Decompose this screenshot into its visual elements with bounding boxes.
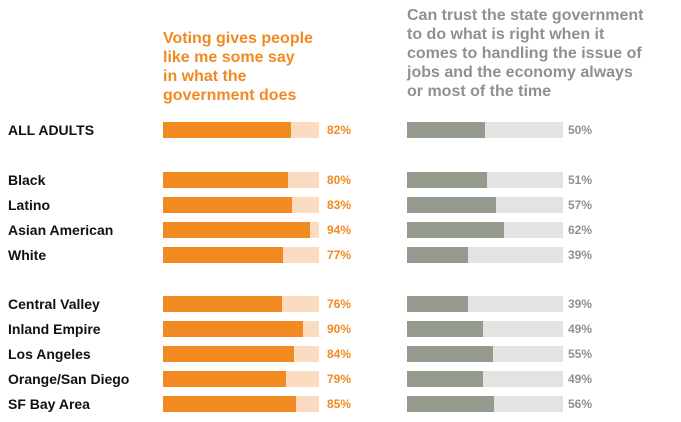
bar-track (163, 296, 319, 312)
bar-track (407, 396, 563, 412)
bar (407, 296, 468, 312)
bar (163, 172, 288, 188)
row-label: Los Angeles (8, 346, 91, 362)
value-label: 50% (568, 123, 593, 137)
bar (407, 247, 468, 263)
value-label: 90% (327, 322, 352, 336)
bar (163, 346, 295, 362)
bar (163, 296, 282, 312)
value-label: 57% (568, 198, 593, 212)
bar (163, 371, 287, 387)
bar-track (163, 197, 319, 213)
row-label: Black (8, 172, 46, 188)
value-label: 84% (327, 347, 352, 361)
bar-track (163, 172, 319, 188)
bar-track (407, 172, 563, 188)
row-label: Orange/San Diego (8, 371, 130, 387)
bar (163, 122, 291, 138)
bar-track (163, 371, 319, 387)
bar (163, 222, 310, 238)
bar-track (163, 346, 319, 362)
value-label: 94% (327, 223, 352, 237)
bar (407, 371, 484, 387)
value-label: 51% (568, 173, 593, 187)
bar-track (407, 122, 563, 138)
bar-track (407, 346, 563, 362)
bar-track (407, 321, 563, 337)
row-label: Inland Empire (8, 321, 101, 337)
value-label: 62% (568, 223, 593, 237)
bar-track (407, 371, 563, 387)
bar (407, 122, 485, 138)
row-label: ALL ADULTS (8, 122, 95, 138)
bar (407, 321, 484, 337)
row-label: Asian American (8, 222, 114, 238)
row-label: SF Bay Area (8, 396, 90, 412)
value-label: 56% (568, 397, 593, 411)
bar (163, 321, 304, 337)
bar-track (163, 222, 319, 238)
row-label: White (8, 247, 47, 263)
bar-track (407, 296, 563, 312)
bar (407, 346, 493, 362)
bar (163, 247, 284, 263)
value-label: 76% (327, 297, 352, 311)
bar (407, 197, 496, 213)
left-panel-title: Voting gives people like me some say in … (163, 30, 313, 104)
bar-track (163, 122, 319, 138)
bar (163, 396, 296, 412)
value-label: 39% (568, 297, 593, 311)
bar (163, 197, 293, 213)
bar (407, 396, 495, 412)
bar-track (407, 197, 563, 213)
value-label: 49% (568, 322, 593, 336)
value-label: 83% (327, 198, 352, 212)
value-label: 55% (568, 347, 593, 361)
bar (407, 222, 504, 238)
bar-track (407, 222, 563, 238)
value-label: 77% (327, 248, 352, 262)
value-label: 85% (327, 397, 352, 411)
bar-track (407, 247, 563, 263)
row-label: Central Valley (8, 296, 100, 312)
value-label: 79% (327, 372, 352, 386)
bar-track (163, 247, 319, 263)
bar-track (163, 321, 319, 337)
right-panel-title: Can trust the state government to do wha… (407, 7, 644, 100)
value-label: 82% (327, 123, 352, 137)
value-label: 80% (327, 173, 352, 187)
value-label: 49% (568, 372, 593, 386)
bar-track (163, 396, 319, 412)
bar (407, 172, 487, 188)
value-label: 39% (568, 248, 593, 262)
row-label: Latino (8, 197, 50, 213)
